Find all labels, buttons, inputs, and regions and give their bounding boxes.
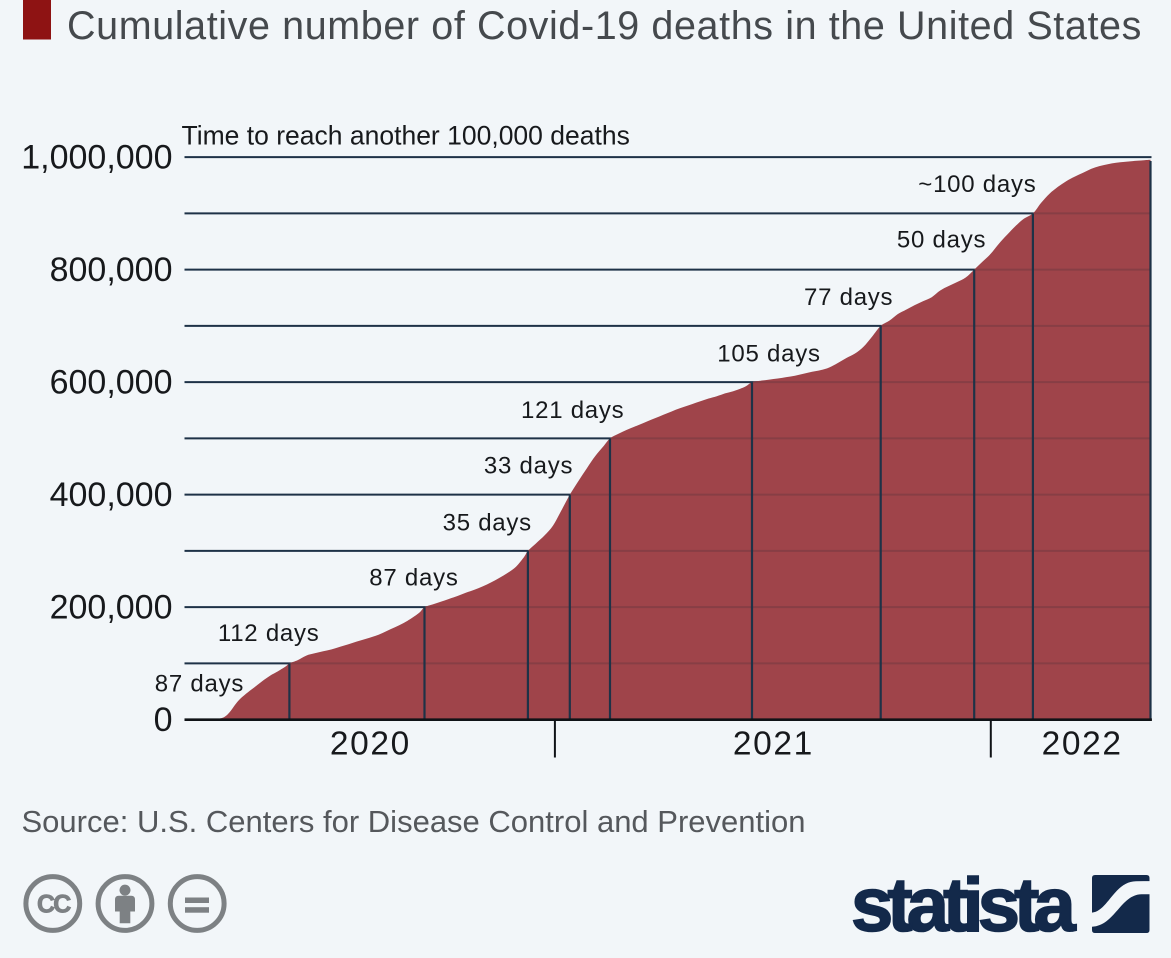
svg-text:105 days: 105 days — [717, 341, 820, 368]
svg-text:Time to reach another 100,000: Time to reach another 100,000 deaths — [182, 121, 630, 151]
svg-text:~100 days: ~100 days — [918, 171, 1036, 198]
svg-text:50 days: 50 days — [897, 226, 986, 253]
svg-text:Source: U.S. Centers for Disea: Source: U.S. Centers for Disease Control… — [22, 804, 806, 839]
svg-text:1,000,000: 1,000,000 — [21, 139, 172, 177]
svg-text:statista: statista — [851, 863, 1077, 948]
svg-text:200,000: 200,000 — [50, 589, 173, 627]
svg-text:2022: 2022 — [1042, 726, 1123, 763]
svg-text:87 days: 87 days — [155, 671, 244, 698]
svg-text:2020: 2020 — [330, 726, 411, 763]
svg-text:121 days: 121 days — [521, 397, 624, 424]
svg-text:Cumulative number of Covid-19: Cumulative number of Covid-19 deaths in … — [67, 4, 1142, 48]
svg-text:33 days: 33 days — [484, 453, 573, 480]
svg-text:2021: 2021 — [733, 726, 814, 763]
svg-text:112 days: 112 days — [218, 620, 320, 647]
svg-text:600,000: 600,000 — [50, 364, 173, 402]
svg-text:0: 0 — [154, 701, 173, 739]
svg-text:77 days: 77 days — [804, 284, 893, 311]
svg-text:87 days: 87 days — [369, 564, 458, 591]
svg-text:400,000: 400,000 — [50, 476, 173, 514]
svg-text:35 days: 35 days — [443, 509, 532, 536]
svg-text:CC: CC — [37, 891, 71, 919]
svg-text:800,000: 800,000 — [50, 251, 173, 289]
